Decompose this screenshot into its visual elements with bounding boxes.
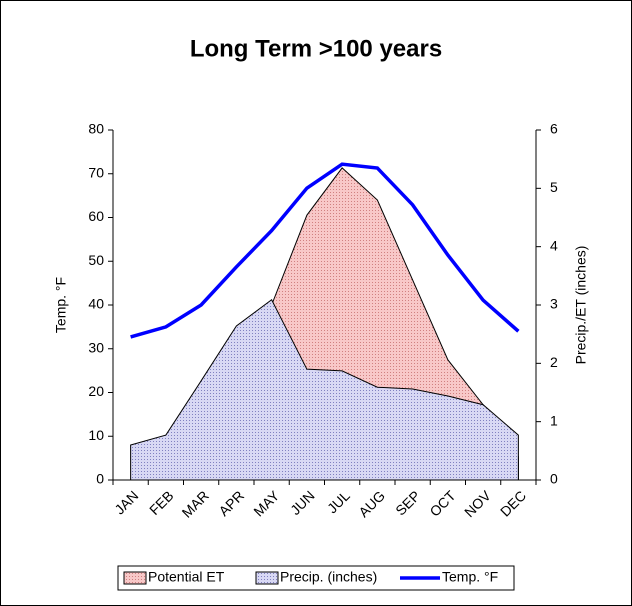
y2-tick-label: 1 [550,412,558,428]
legend-swatch [255,571,279,585]
y2-tick-label: 4 [550,237,558,253]
y2-axis-label: Precip./ET (inches) [573,246,589,365]
legend-label: Precip. (inches) [280,569,377,585]
y2-tick-label: 6 [550,121,558,137]
y-tick-label: 20 [88,383,104,399]
y-tick-label: 0 [96,471,104,487]
legend-label: Potential ET [148,569,225,585]
legend-label: Temp. °F [442,569,498,585]
y-tick-label: 10 [88,427,104,443]
y-tick-label: 80 [88,121,104,137]
area [130,298,519,481]
y-tick-label: 60 [88,208,104,224]
legend-box [117,565,515,591]
line [130,162,520,339]
y2-tick-label: 0 [550,471,558,487]
y2-tick-label: 3 [550,296,558,312]
y-tick-label: 40 [88,296,104,312]
y2-tick-label: 5 [550,179,558,195]
y-tick-label: 50 [88,252,104,268]
y-tick-label: 30 [88,339,104,355]
y-axis-label: Temp. °F [53,277,69,333]
y2-tick-label: 2 [550,354,558,370]
chart-title: Long Term >100 years [190,35,442,62]
legend-swatch [123,571,147,585]
y-tick-label: 70 [88,164,104,180]
